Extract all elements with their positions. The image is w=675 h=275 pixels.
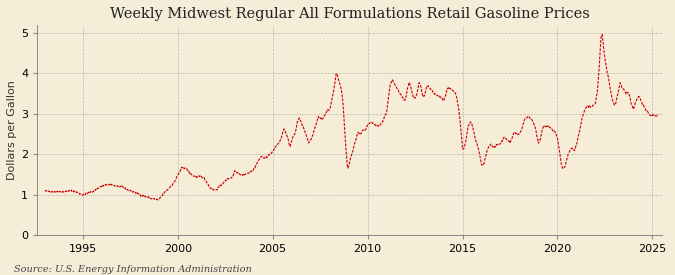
Text: Source: U.S. Energy Information Administration: Source: U.S. Energy Information Administ…	[14, 265, 251, 274]
Y-axis label: Dollars per Gallon: Dollars per Gallon	[7, 80, 17, 180]
Title: Weekly Midwest Regular All Formulations Retail Gasoline Prices: Weekly Midwest Regular All Formulations …	[109, 7, 589, 21]
